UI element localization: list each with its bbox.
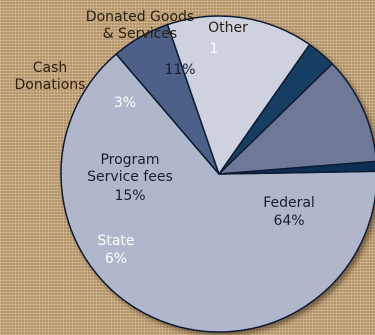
slice-value-other: 1	[210, 41, 219, 57]
pie-slice-program-service-fees	[166, 15, 311, 175]
slice-value-program-service-fees: 15%	[114, 188, 145, 204]
pie-labels: Federal 64% State 6% Program Service fees 15% C…	[15, 9, 315, 267]
slice-label-program-service-fees: Program Service fees	[87, 152, 173, 185]
slice-label-federal: Federal	[263, 195, 315, 211]
slice-label-donated-goods-services: Donated Goods & Services	[86, 9, 194, 42]
slice-value-state: 6%	[105, 251, 127, 267]
pie-slices	[60, 15, 375, 333]
slice-label-other: Other	[208, 20, 248, 36]
slice-label-cash-donations: Cash Donations	[15, 60, 86, 93]
slice-value-cash-donations: 3%	[114, 95, 136, 111]
pie-slice-donated-goods-services	[218, 63, 375, 175]
slice-label-state: State	[97, 233, 134, 249]
pie-slice-federal	[60, 53, 375, 333]
slice-value-federal: 64%	[273, 213, 304, 229]
slice-value-donated-goods-services: 11%	[164, 62, 195, 78]
pie-slice-other	[218, 160, 375, 175]
